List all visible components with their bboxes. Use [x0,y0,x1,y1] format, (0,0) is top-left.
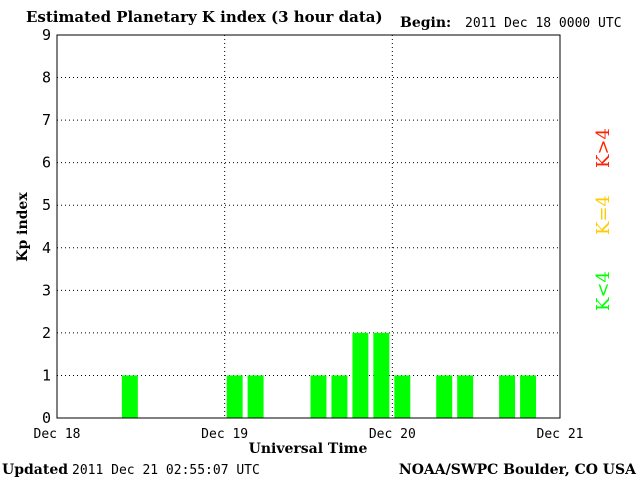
y-tick-label: 6 [42,154,51,172]
legend-k-equal-4: K=4 [593,195,614,235]
x-axis-label: Universal Time [249,441,368,457]
kp-bar [331,375,348,418]
kp-bar [499,375,516,418]
y-tick-label: 7 [42,111,51,129]
grid-lines [57,34,560,418]
plot-frame [56,34,561,419]
y-tick-label: 1 [42,366,51,384]
x-tick-labels: Dec 18 Dec 19 Dec 20 Dec 21 [34,427,584,442]
x-tick-label: Dec 18 [34,427,81,442]
kp-bar [457,375,474,418]
chart-title: Estimated Planetary K index (3 hour data… [26,8,383,26]
y-tick-label: 8 [42,69,51,87]
kp-bar [352,332,369,418]
updated-value: 2011 Dec 21 02:55:07 UTC [72,463,260,478]
kp-bar [247,375,264,418]
x-tick-label: Dec 21 [537,427,584,442]
kp-bar [436,375,453,418]
kp-bar [520,375,537,418]
kp-bar [310,375,327,418]
begin-label: Begin: [400,15,451,31]
legend: K>4 K=4 K<4 [593,128,614,311]
x-tick-label: Dec 20 [369,427,416,442]
bar-series [121,332,537,418]
y-tick-label: 5 [42,196,51,214]
x-tick-label: Dec 19 [201,427,248,442]
legend-k-greater-4: K>4 [593,128,614,168]
kp-bar [394,375,411,418]
begin-value: 2011 Dec 18 0000 UTC [465,16,622,31]
y-tick-label: 9 [42,26,51,44]
kp-bar [373,332,390,418]
y-tick-labels: 0 1 2 3 4 5 6 7 8 9 [42,26,51,427]
y-tick-label: 3 [42,281,51,299]
y-tick-label: 0 [42,409,51,427]
y-axis-label: Kp index [15,192,31,262]
legend-k-less-4: K<4 [593,271,614,311]
kp-bar [226,375,243,418]
kp-bar [121,375,138,418]
updated-label: Updated [2,462,68,478]
y-tick-label: 4 [42,239,51,257]
footer-credit: NOAA/SWPC Boulder, CO USA [399,462,637,478]
y-tick-label: 2 [42,324,51,342]
